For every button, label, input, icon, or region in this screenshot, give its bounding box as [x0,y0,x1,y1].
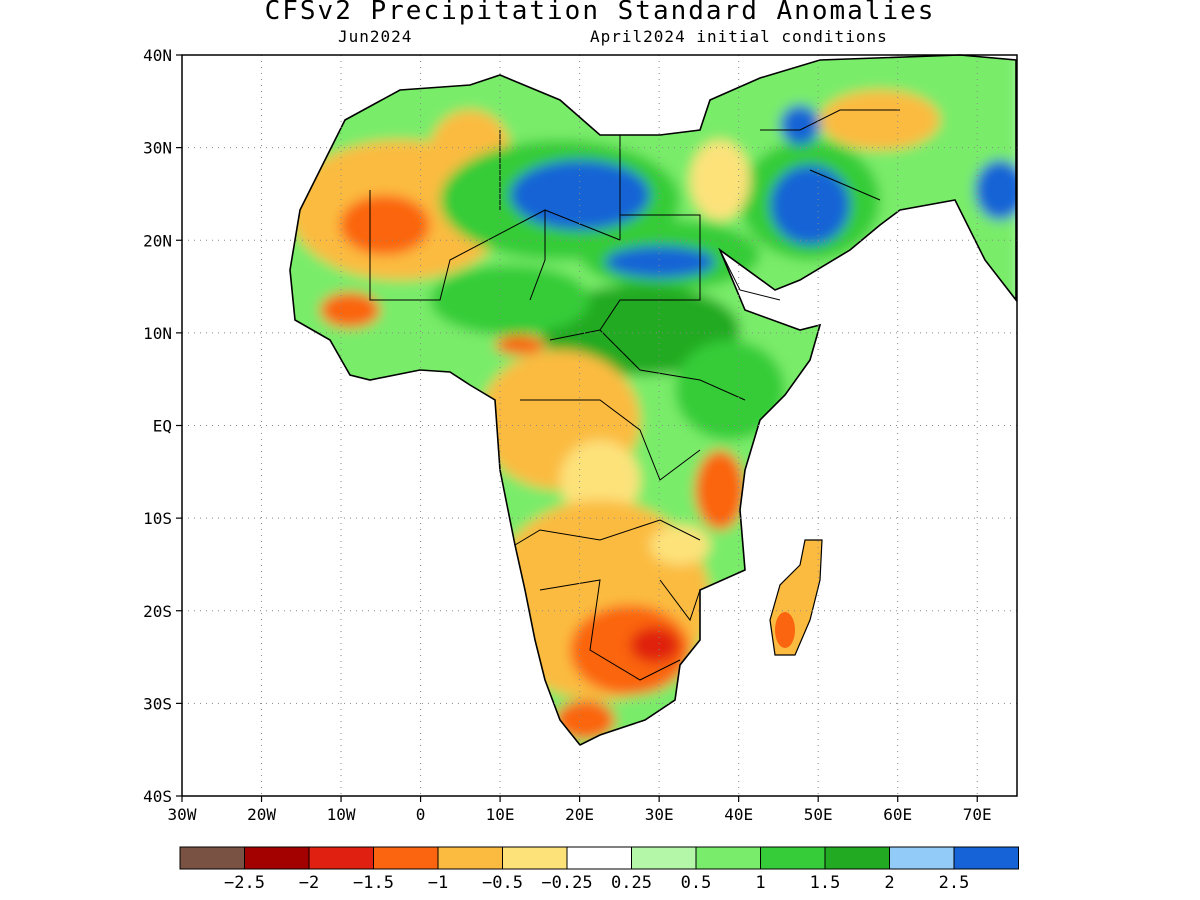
legend-label: 0.25 [611,873,652,893]
lat-tick-label: EQ [153,417,172,436]
lon-tick-label: 10E [486,805,515,824]
page-title: CFSv2 Precipitation Standard Anomalies [264,0,936,26]
lon-tick-label: 50E [804,805,833,824]
legend-label: 1 [755,873,765,893]
lon-tick-label: 30E [645,805,674,824]
legend-label: 2.5 [939,873,970,893]
legend-swatch [953,846,1019,870]
lat-tick-label: 40N [143,46,172,65]
lon-tick-label: 20W [247,805,276,824]
legend-swatch [695,846,761,870]
legend-swatch [889,846,955,870]
legend-labels: −2.5 −2 −1.5 −1 −0.5 −0.25 0.25 0.5 1 1.5 2 2.5 [224,873,969,893]
anomaly-field [290,55,1016,745]
lon-tick-label: 10W [327,805,356,824]
legend-label: −2 [299,873,319,893]
subtitle-initial-conditions: April2024 initial conditions [590,27,888,46]
legend-label: 2 [884,873,894,893]
country-borders [369,109,900,681]
legend-colorbar [179,846,1019,870]
madagascar [769,539,823,656]
legend-label: −0.5 [482,873,523,893]
subtitle-forecast-month: Jun2024 [338,27,413,46]
legend-label: 1.5 [810,873,841,893]
legend-swatch [437,846,503,870]
latitude-axis: 40N 30N 20N 10N EQ 10S 20S 30S 40S [143,46,182,806]
legend-label: −2.5 [224,873,265,893]
lat-tick-label: 30N [143,139,172,158]
lon-tick-label: 0 [416,805,426,824]
lon-tick-label: 30W [168,805,197,824]
legend-swatch [502,846,568,870]
legend-swatch [566,846,632,870]
legend-label: 0.5 [681,873,712,893]
lat-tick-label: 30S [143,694,172,713]
longitude-axis: 30W 20W 10W 0 10E 20E 30E 40E 50E 60E 70E [168,796,992,824]
lon-tick-label: 60E [883,805,912,824]
legend-swatch [631,846,697,870]
lon-tick-label: 70E [963,805,992,824]
legend-label: −1 [428,873,448,893]
legend-label: −0.25 [541,873,592,893]
legend-swatch [244,846,310,870]
legend-swatch [308,846,374,870]
lon-tick-label: 20E [565,805,594,824]
lat-tick-label: 10S [143,509,172,528]
legend-swatch [760,846,826,870]
lat-tick-label: 20N [143,231,172,250]
legend-swatch [179,846,245,870]
legend-label: −1.5 [353,873,394,893]
legend-swatch [373,846,439,870]
lat-tick-label: 10N [143,324,172,343]
coastline [289,54,1017,747]
legend-swatch [824,846,890,870]
lat-tick-label: 40S [143,787,172,806]
lon-tick-label: 40E [724,805,753,824]
lat-tick-label: 20S [143,602,172,621]
